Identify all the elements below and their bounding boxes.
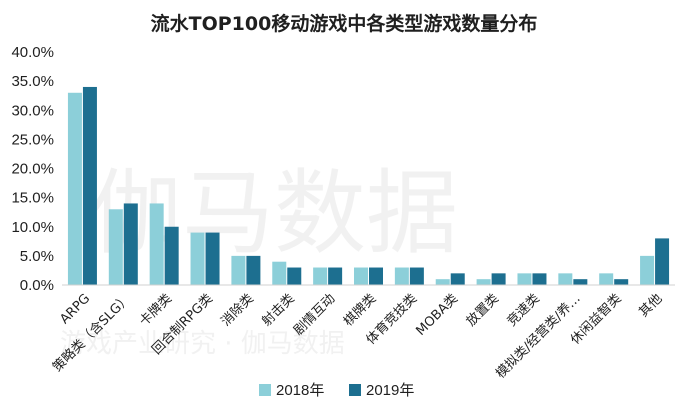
bar-2019 bbox=[246, 255, 261, 285]
bar-2018 bbox=[435, 279, 450, 285]
bar-2018 bbox=[354, 267, 368, 285]
bars-group bbox=[67, 86, 670, 286]
y-tick-label: 10.0% bbox=[11, 219, 54, 236]
bar-2018 bbox=[190, 232, 205, 285]
legend: 2018年 2019年 bbox=[259, 382, 414, 399]
bar-2019 bbox=[369, 267, 383, 285]
x-tick-label: 竞速类 bbox=[504, 291, 543, 330]
y-tick-label: 35.0% bbox=[11, 73, 54, 90]
y-tick-label: 40.0% bbox=[11, 44, 54, 61]
bar-2018 bbox=[394, 267, 409, 285]
bar-2018 bbox=[476, 279, 491, 285]
y-tick-label: 25.0% bbox=[11, 131, 54, 148]
y-tick-label: 20.0% bbox=[11, 161, 54, 178]
bar-2018 bbox=[231, 255, 246, 285]
bar-2019 bbox=[655, 238, 670, 285]
x-tick-label: 射击类 bbox=[259, 291, 298, 330]
bar-2018 bbox=[599, 273, 614, 285]
bar-2018 bbox=[640, 255, 655, 285]
bar-2018 bbox=[558, 273, 573, 285]
y-tick-label: 0.0% bbox=[20, 277, 54, 294]
bar-2018 bbox=[67, 92, 82, 286]
bar-2018 bbox=[517, 273, 532, 285]
x-tick-label: ARPG bbox=[57, 291, 93, 327]
watermark-subtext: 游戏产业研究 · 伽马数据 bbox=[60, 329, 345, 359]
x-tick-label: 消除类 bbox=[219, 291, 257, 329]
bar-2019 bbox=[491, 273, 506, 285]
legend-swatch-2018 bbox=[259, 384, 271, 396]
legend-label-2018: 2018年 bbox=[276, 382, 324, 399]
chart-title: 流水TOP100移动游戏中各类型游戏数量分布 bbox=[151, 12, 538, 35]
bar-2019 bbox=[123, 203, 138, 285]
bar-2019 bbox=[573, 279, 588, 285]
y-tick-label: 5.0% bbox=[20, 248, 54, 265]
watermark-logo: 伽马数据 bbox=[90, 160, 458, 267]
bar-2019 bbox=[287, 267, 302, 285]
x-tick-label: 放置类 bbox=[464, 291, 502, 329]
x-tick-label: 棋牌类 bbox=[340, 291, 379, 330]
y-tick-label: 15.0% bbox=[11, 190, 54, 207]
bar-2018 bbox=[313, 267, 328, 285]
bar-2019 bbox=[164, 226, 179, 285]
bar-2019 bbox=[450, 273, 465, 285]
legend-label-2019: 2019年 bbox=[366, 382, 414, 399]
x-tick-label: 其他 bbox=[636, 291, 665, 320]
bar-2019 bbox=[205, 232, 220, 285]
legend-swatch-2019 bbox=[349, 384, 361, 396]
bar-2018 bbox=[108, 209, 123, 285]
y-axis-ticks: 0.0% 5.0% 10.0% 15.0% 20.0% 25.0% 30.0% 35.0% 40… bbox=[11, 44, 54, 294]
bar-2019 bbox=[409, 267, 424, 285]
bar-2019 bbox=[614, 279, 629, 285]
bar-2019 bbox=[82, 86, 97, 285]
bar-2018 bbox=[149, 203, 164, 285]
x-tick-label: MOBA类 bbox=[413, 291, 461, 339]
bar-2019 bbox=[328, 267, 343, 285]
bar-2019 bbox=[532, 273, 547, 285]
bar-2018 bbox=[272, 261, 287, 285]
x-tick-label: 卡牌类 bbox=[136, 291, 175, 330]
y-tick-label: 30.0% bbox=[11, 102, 54, 119]
